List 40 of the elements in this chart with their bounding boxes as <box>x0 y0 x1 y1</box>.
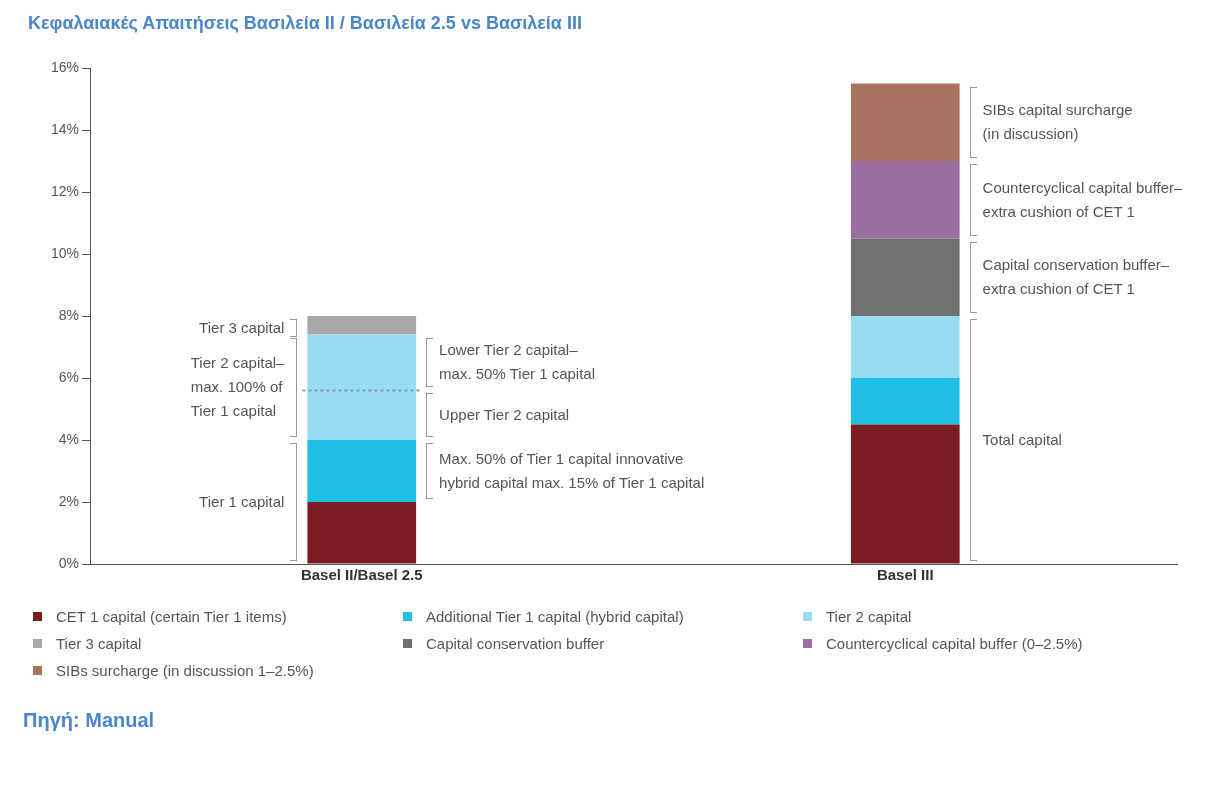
y-tick-label: 4% <box>58 430 80 447</box>
annotation: Total capital <box>982 429 1062 450</box>
annotation: Tier 3 capital <box>199 318 285 338</box>
legend-label: Capital conservation buffer <box>425 635 606 652</box>
chart-title: Κεφαλαιακές Απαιτήσεις Βασιλεία II / Βασιλεία 2.5 vs Βασιλεία III <box>27 12 583 35</box>
annotation: Tier 2 capital– max. 100% of Tier 1 capital <box>190 353 285 422</box>
bar <box>850 424 960 564</box>
legend-label: SIBs surcharge (in discussion 1–2.5%) <box>55 662 315 679</box>
bar <box>850 238 960 316</box>
bar <box>307 440 417 502</box>
bar <box>850 316 960 378</box>
annotation: Upper Tier 2 capital <box>439 405 570 426</box>
x-tick-label: Basel II/Basel 2.5 <box>300 566 423 584</box>
bar <box>307 316 417 335</box>
text: Πηγή: Manual <box>22 709 156 732</box>
bar <box>850 83 960 161</box>
legend-label: Tier 2 capital <box>825 608 913 625</box>
x-tick-label: Basel III <box>876 566 934 584</box>
y-tick-label: 16% <box>50 58 80 75</box>
legend-label: CET 1 capital (certain Tier 1 items) <box>55 608 288 625</box>
bar <box>307 334 417 440</box>
y-tick-label: 8% <box>58 306 80 323</box>
y-tick-label: 2% <box>58 492 80 509</box>
y-tick-label: 0% <box>58 554 80 571</box>
bar <box>850 378 960 425</box>
y-tick-label: 10% <box>50 244 80 261</box>
y-tick-label: 12% <box>50 182 80 199</box>
annotation: Capital conservation buffer– extra cushion of CET 1 <box>982 255 1170 300</box>
legend-label: Tier 3 capital <box>55 635 143 652</box>
bar <box>850 161 960 239</box>
annotation: Tier 1 capital <box>199 491 285 512</box>
legend-label: Countercyclical capital buffer (0–2.5%) <box>825 635 1084 652</box>
y-tick-label: 6% <box>58 368 80 385</box>
legend-label: Additional Tier 1 capital (hybrid capital) <box>425 608 685 625</box>
y-tick-label: 14% <box>50 120 80 137</box>
annotation: Max. 50% of Tier 1 capital innovative hybrid capital max. 15% of Tier 1 capital <box>439 449 705 493</box>
annotation: Countercyclical capital buffer– extra cushion of CET 1 <box>982 177 1183 222</box>
bar <box>307 502 417 564</box>
annotation: Lower Tier 2 capital– max. 50% Tier 1 capital <box>439 340 596 385</box>
annotation: SIBs capital surcharge (in discussion) <box>982 100 1133 145</box>
